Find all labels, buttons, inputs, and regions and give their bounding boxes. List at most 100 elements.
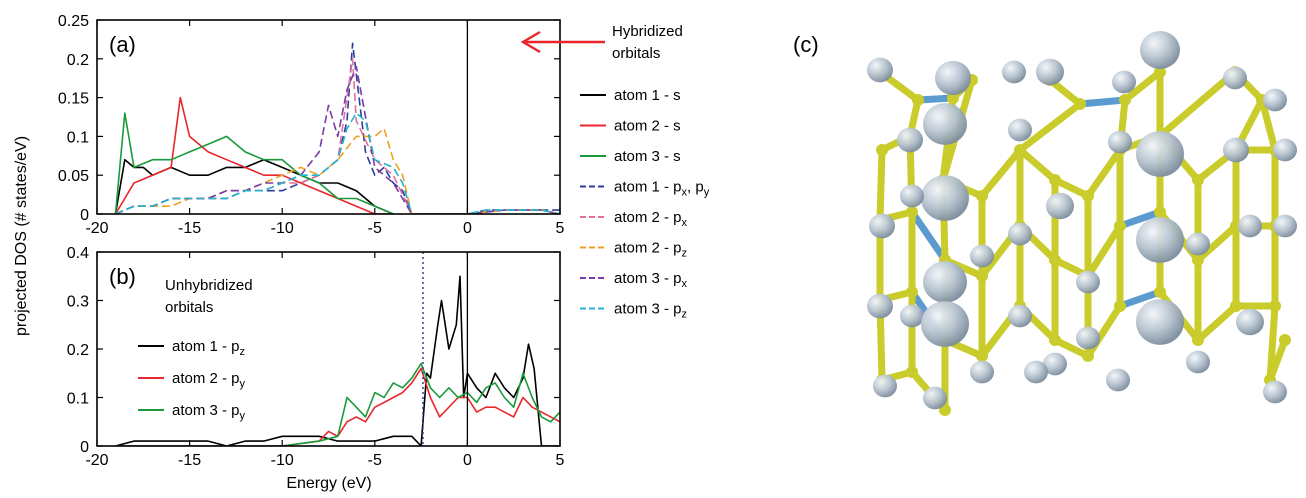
orbital-lobe [1108,130,1132,154]
carbon-bond [1194,302,1240,344]
atom [1154,206,1166,218]
boron-bond [1116,208,1164,230]
y-tick-label: 0.1 [67,391,89,408]
orbital-lobe [1008,118,1032,142]
orbital-lobe [1263,380,1287,404]
x-tick-label: -15 [178,220,201,237]
orbital-lobe [1140,31,1180,69]
panel-c-label: (c) [793,32,819,57]
x-tick-label: 5 [556,452,565,469]
orbital-lobe [1043,352,1067,376]
y-tick-label: 0.3 [67,294,89,311]
x-tick-label: 0 [463,220,472,237]
carbon-bond [1156,68,1239,140]
orbital-lobe [1136,217,1184,263]
orbital-lobe [970,360,994,384]
atom [1192,174,1204,186]
legend-entry: atom 3 - pz [614,301,687,321]
atom [1192,334,1204,346]
orbital-lobe [1046,192,1074,220]
orbital-lobe [867,57,893,83]
arrow-head [520,30,541,54]
y-tick-label: 0.15 [58,91,89,108]
series-line-4 [115,42,560,214]
atom [1049,254,1061,266]
x-tick-label: -5 [368,220,382,237]
series-line-7 [115,65,560,214]
carbon-bond [876,146,886,224]
carbon-bond [1084,146,1124,200]
y-tick-label: 0.4 [67,245,89,262]
y-tick-label: 0.05 [58,168,89,185]
legend-entry: atom 3 - px [614,270,688,290]
series-line-3 [115,362,560,446]
hybridized-text: Hybridized orbitals [612,23,683,62]
orbital-lobe [1223,66,1247,90]
y-axis-label: projected DOS (# states/eV) [13,136,30,336]
atom [1114,300,1126,312]
legend-entry: atom 1 - s [614,87,681,104]
atom [1114,220,1126,232]
y-tick-label: 0.25 [58,13,89,30]
atom [1049,174,1061,186]
x-tick-label: 5 [556,220,565,237]
carbon-bond [1121,68,1164,104]
series-line-2 [114,96,394,214]
x-tick-label: -20 [85,452,108,469]
orbital-lobe [1008,222,1032,246]
orbital-lobe [1024,360,1048,384]
orbital-lobe [1186,350,1210,374]
atom [976,270,988,282]
orbital-lobe [869,213,895,239]
hybridized-annotation: Hybridized orbitals [520,23,683,62]
orbital-lobe [1263,88,1287,112]
orbital-lobe [1008,304,1032,328]
orbital-lobe [1136,299,1184,345]
boron-bond [1076,96,1129,108]
atom [1192,254,1204,266]
orbital-lobe [900,184,924,208]
series-group [114,42,560,214]
y-tick-label: 0 [80,439,89,456]
x-tick-label: 0 [463,452,472,469]
atom [906,366,918,378]
legend-entry: atom 1 - px, py [614,179,710,199]
atom [1014,144,1026,156]
atom [1230,300,1242,312]
atom [1269,300,1281,312]
y-tick-label: 0.2 [67,52,89,69]
atom [912,94,924,106]
series-line-8 [115,112,560,214]
legend-entry: atom 2 - s [614,118,681,135]
legend-b: atom 1 - pz atom 2 - py atom 3 - py [138,338,246,422]
atom [976,190,988,202]
legend-a: atom 1 - s atom 2 - s atom 3 - s atom 1 - p… [580,87,710,321]
boron-bond [1116,288,1164,310]
legend-entry: atom 2 - pz [614,240,687,260]
atom [1279,334,1291,346]
atom [1082,350,1094,362]
orbital-lobe [1112,70,1136,94]
atom [1154,286,1166,298]
orbital-lobe [1036,58,1064,86]
series-group [115,275,560,446]
atom [876,144,888,156]
orbital-lobe [1273,214,1297,238]
orbital-lobe [923,261,967,303]
y-tick-label: 0.2 [67,342,89,359]
orbital-group [867,31,1297,410]
y-tick-label: 0.1 [67,129,89,146]
carbon-bond [1016,100,1084,154]
panel-label: (b) [109,264,136,289]
orbital-lobe [923,103,967,145]
molecular-structure [867,31,1297,416]
x-tick-label: -5 [368,452,382,469]
atom [1074,98,1086,110]
orbital-lobe [921,301,969,347]
panel-b: -20 -15 -10 -5 0 5 0 0.1 0.2 0.3 0.4 (b) [67,245,565,469]
panel-a: -20 -15 -10 -5 0 5 0 0.05 0.1 0.15 0.2 0.25 (a) [58,13,565,237]
x-tick-label: -20 [85,220,108,237]
x-tick-label: -10 [271,452,294,469]
legend-entry: atom 2 - py [172,370,246,390]
carbon-bond [1258,96,1279,154]
